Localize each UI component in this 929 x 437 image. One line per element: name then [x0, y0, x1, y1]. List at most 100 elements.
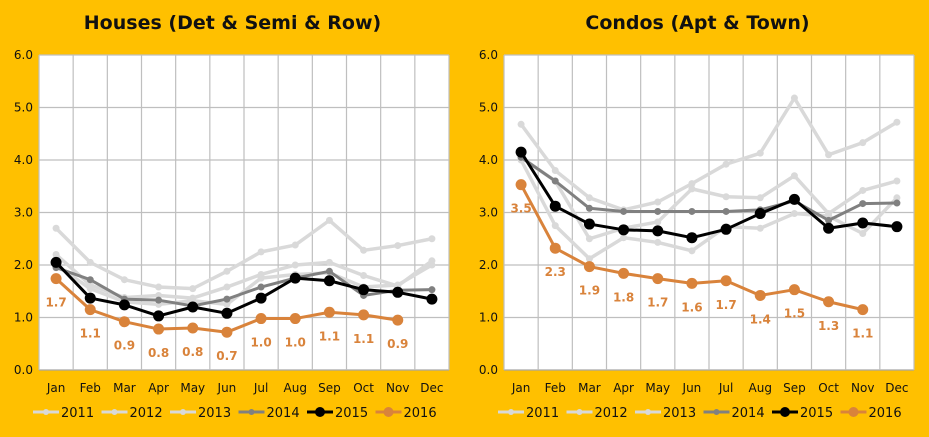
data-point-2014 — [893, 199, 901, 207]
data-point-2016 — [221, 326, 233, 338]
data-point-2016 — [392, 314, 404, 326]
y-tick-label: 6.0 — [14, 48, 33, 62]
data-point-2016 — [720, 275, 732, 287]
x-tick-label: Sep — [783, 381, 806, 395]
legend-label: 2012 — [130, 406, 163, 421]
data-point-2014 — [654, 207, 662, 215]
data-label-2016: 2.3 — [545, 265, 566, 279]
series-line-2011 — [54, 218, 433, 291]
legend-marker-2016 — [848, 407, 859, 417]
houses-chart-svg: 0.0 1.0 2.0 3.0 4.0 5.0 6.0 Jan Feb Mar Apr May Jun J… — [14, 48, 450, 421]
data-point-2016 — [686, 277, 698, 289]
legend-label: 2011 — [61, 406, 94, 421]
data-point-2011 — [428, 235, 436, 243]
data-point-2015 — [823, 222, 835, 234]
legend-label: 2015 — [800, 406, 833, 421]
data-point-2016 — [84, 304, 96, 316]
data-label-2016: 0.7 — [216, 349, 237, 363]
data-point-2013 — [756, 224, 764, 232]
data-label-2016: 1.9 — [579, 284, 600, 298]
data-label-2016: 1.0 — [250, 336, 271, 350]
data-point-2011 — [654, 198, 662, 206]
series-line-2015 — [54, 261, 433, 318]
data-label-2016: 1.0 — [285, 336, 306, 350]
data-point-2016 — [652, 273, 664, 285]
data-point-2016 — [153, 323, 165, 335]
legend-marker-2014 — [248, 409, 255, 415]
y-tick-label: 6.0 — [479, 48, 498, 62]
data-point-2011 — [756, 149, 764, 157]
legend-label: 2013 — [663, 406, 696, 421]
y-tick-label: 3.0 — [14, 206, 33, 220]
x-tick-label: Jul — [253, 381, 268, 395]
data-point-2016 — [823, 296, 835, 308]
x-tick-label: May — [180, 381, 205, 395]
series-line-2012 — [520, 155, 898, 241]
data-point-2011 — [585, 194, 593, 202]
x-tick-label: Mar — [113, 381, 136, 395]
data-point-2011 — [893, 118, 901, 126]
legend-marker-2013 — [645, 409, 651, 415]
x-tick-label: Jan — [46, 381, 66, 395]
data-point-2012 — [688, 185, 696, 193]
legend-label: 2016 — [869, 406, 902, 421]
data-point-2014 — [325, 267, 333, 275]
data-point-2012 — [325, 258, 333, 266]
data-point-2015 — [187, 301, 199, 313]
data-label-2016: 1.7 — [45, 296, 66, 310]
data-point-2011 — [825, 151, 833, 159]
data-point-2015 — [84, 292, 96, 304]
data-label-2016: 1.1 — [319, 329, 340, 343]
condos-chart: Condos (Apt & Town) 0.0 1.0 2.0 3.0 4.0 5.0 6.… — [465, 0, 929, 437]
data-point-2015 — [358, 284, 370, 296]
data-point-2015 — [583, 218, 595, 230]
data-label-2016: 0.8 — [182, 345, 203, 359]
data-point-2011 — [688, 180, 696, 188]
data-label-2016: 1.5 — [784, 307, 805, 321]
data-point-2011 — [223, 267, 231, 275]
data-point-2014 — [551, 177, 559, 185]
data-point-2012 — [722, 193, 730, 201]
data-point-2013 — [86, 285, 94, 293]
data-point-2015 — [549, 200, 561, 212]
data-point-2016 — [549, 242, 561, 254]
data-point-2016 — [583, 261, 595, 273]
data-point-2013 — [585, 255, 593, 263]
data-point-2013 — [859, 230, 867, 237]
data-point-2012 — [654, 218, 662, 226]
data-point-2013 — [620, 234, 628, 242]
y-tick-label: 2.0 — [14, 258, 33, 272]
data-label-2016: 1.1 — [80, 327, 101, 341]
data-point-2016 — [788, 284, 800, 296]
data-label-2016: 1.7 — [647, 296, 668, 310]
data-point-2012 — [756, 194, 764, 202]
legend-marker-2011 — [43, 409, 49, 415]
series-line-2015 — [519, 151, 898, 240]
legend-label: 2012 — [595, 406, 628, 421]
data-point-2011 — [360, 246, 368, 254]
x-tick-label: Sep — [318, 381, 341, 395]
y-tick-label: 2.0 — [479, 258, 498, 272]
legend-marker-2013 — [180, 409, 186, 415]
legend-marker-2012 — [576, 409, 583, 415]
x-tick-label: Aug — [284, 381, 307, 395]
legend-marker-2015 — [315, 407, 325, 417]
y-tick-label: 3.0 — [479, 206, 498, 220]
x-tick-label: Oct — [353, 381, 374, 395]
data-point-2013 — [893, 194, 901, 202]
data-point-2011 — [257, 248, 265, 256]
data-point-2013 — [790, 210, 798, 218]
data-point-2011 — [325, 216, 333, 224]
x-tick-label: Aug — [749, 381, 772, 395]
legend-marker-2014 — [713, 409, 720, 415]
data-label-2016: 1.7 — [715, 298, 736, 312]
data-label-2016: 1.6 — [681, 300, 702, 314]
data-point-2014 — [223, 295, 231, 303]
data-point-2014 — [155, 296, 163, 304]
series-line-2011 — [519, 96, 898, 212]
data-label-2016: 3.5 — [510, 202, 531, 216]
data-point-2012 — [291, 261, 299, 269]
data-point-2016 — [50, 273, 62, 285]
data-point-2011 — [551, 167, 559, 174]
data-point-2015 — [323, 275, 335, 287]
